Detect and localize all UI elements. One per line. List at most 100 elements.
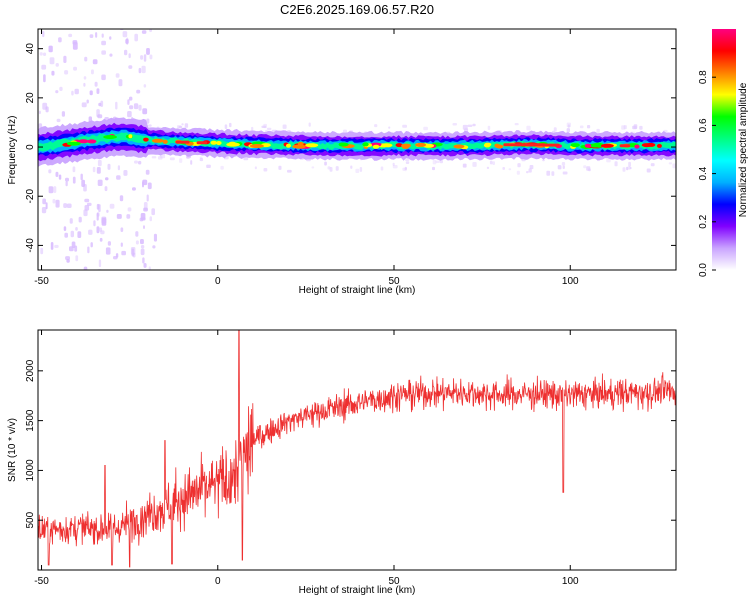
spectrogram-hotspot (286, 143, 291, 148)
spectrogram-cell (80, 173, 83, 181)
spectrogram-cell (311, 166, 315, 169)
spectrogram-cell (668, 162, 672, 165)
spectrogram-hotspot (292, 144, 306, 149)
snr-y-ticks: 500 1000 1500 2000 (25, 359, 676, 529)
spectrogram-cell (65, 177, 69, 182)
spectrogram-cell (153, 233, 157, 242)
spectrogram-cell (179, 158, 183, 163)
spectrogram-cell (355, 168, 360, 173)
spectrogram-x-axis-label: Height of straight line (km) (299, 285, 416, 296)
spectrogram-x-tick-label: 100 (562, 276, 579, 287)
spectrogram-cell (41, 207, 47, 214)
spectrogram-cell (88, 116, 92, 122)
spectrogram-cell (83, 266, 88, 270)
spectrogram-cell (96, 88, 100, 94)
spectrogram-cell (546, 170, 551, 176)
spectrogram-cell (146, 194, 149, 202)
spectrogram-cell (68, 33, 73, 38)
spectrogram-cell (152, 245, 156, 249)
spectrogram-cell (254, 166, 257, 170)
spectrogram-cell (623, 125, 627, 130)
spectrogram-cell (140, 239, 144, 245)
spectrogram-hotspot (503, 143, 546, 147)
spectrogram-cell (100, 230, 105, 235)
spectrogram-hotspot (162, 139, 168, 144)
spectrogram-cell (120, 227, 124, 232)
snr-panel: -50 0 50 100 500 1000 1500 2000 Height of stra… (7, 329, 677, 596)
spectrogram-cell (63, 55, 67, 63)
spectrogram-cell (109, 53, 113, 57)
spectrogram-cell (261, 125, 267, 128)
spectrogram-hotspot (415, 142, 427, 147)
spectrogram-cell (388, 126, 391, 129)
spectrogram-cell (529, 165, 534, 170)
spectrogram-cell (101, 218, 107, 226)
spectrogram-cell (63, 226, 67, 231)
spectrogram-cell (98, 204, 101, 213)
spectrogram-hotspot (175, 140, 190, 144)
spectrogram-cell (566, 128, 570, 133)
spectrogram-cell (140, 248, 145, 256)
spectrogram-cell (69, 218, 73, 224)
colorbar-tick-label: 0.4 (698, 166, 709, 180)
spectrogram-cell (146, 118, 150, 124)
spectrogram-cell (514, 123, 519, 126)
spectrogram-cell (526, 171, 529, 174)
spectrogram-hotspot (401, 144, 410, 149)
spectrogram-cell (134, 33, 138, 42)
spectrogram-cell (92, 166, 96, 173)
spectrogram-cell (77, 231, 82, 238)
spectrogram-hotspot (362, 142, 369, 147)
spectrogram-cell (467, 124, 473, 127)
colorbar-gradient (712, 29, 736, 270)
spectrogram-cell (99, 227, 103, 232)
spectrogram-y-tick-label: 40 (25, 43, 36, 55)
spectrogram-cell (51, 70, 55, 76)
spectrogram-cell (140, 213, 146, 220)
spectrogram-cell (562, 171, 568, 175)
spectrogram-cell (487, 125, 491, 130)
spectrogram-cell (83, 76, 87, 80)
spectrogram-cell (140, 245, 145, 249)
spectrogram-cell (526, 125, 531, 131)
spectrogram-cell (141, 65, 146, 74)
spectrogram-y-ticks: -40 -20 0 20 40 (25, 43, 676, 253)
spectrogram-cell (72, 42, 78, 50)
spectrogram-cell (136, 25, 141, 29)
spectrogram-cell (517, 163, 521, 168)
spectrogram-cell (199, 158, 204, 162)
spectrogram-x-ticks: -50 0 50 100 (34, 29, 579, 287)
spectrogram-cell (117, 165, 120, 171)
spectrogram-cell (75, 227, 78, 231)
chart-title: C2E6.2025.169.06.57.R20 (280, 2, 434, 17)
spectrogram-cell (147, 124, 152, 127)
snr-marks (38, 330, 676, 568)
snr-frame (37, 329, 677, 571)
spectrogram-cell (63, 203, 68, 208)
spectrogram-cell (48, 45, 53, 53)
spectrogram-hotspot (143, 137, 149, 142)
spectrogram-cell (74, 88, 79, 95)
snr-y-tick-label: 1000 (25, 459, 36, 482)
spectrogram-cell (40, 247, 44, 255)
spectrogram-hotspot (370, 142, 382, 147)
spectrogram-cell (52, 198, 56, 204)
spectrogram-cell (472, 123, 476, 127)
spectrogram-cell (96, 167, 101, 174)
spectrogram-cell (89, 34, 94, 38)
spectrogram-cell (588, 168, 591, 172)
spectrogram-cell (87, 246, 90, 254)
spectrogram-cell (423, 126, 428, 131)
spectrogram-cell (251, 126, 254, 131)
spectrogram-cell (380, 166, 384, 171)
spectrogram-cell (71, 90, 74, 96)
spectrogram-cell (97, 159, 102, 167)
spectrogram-hotspot (338, 142, 349, 147)
spectrogram-cell (405, 161, 410, 164)
spectrogram-cell (135, 240, 139, 245)
spectrogram-cell (650, 163, 655, 167)
spectrogram-cell (282, 124, 287, 129)
spectrogram-cell (329, 167, 333, 172)
spectrogram-cell (528, 168, 532, 173)
spectrogram-cell (169, 157, 175, 161)
